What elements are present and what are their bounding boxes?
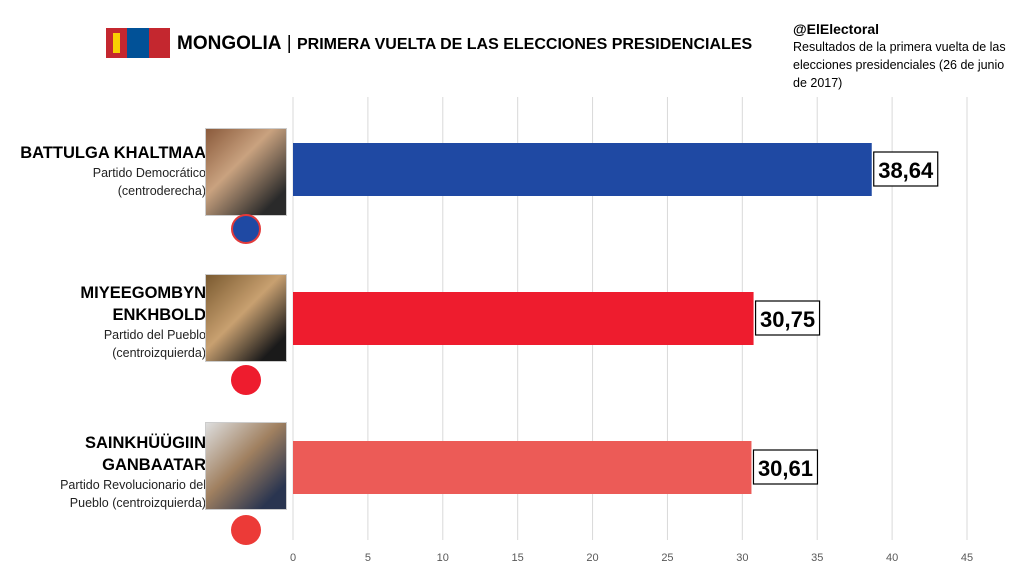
democratic-party-logo-icon xyxy=(231,214,261,244)
tick-label: 35 xyxy=(811,552,823,564)
tick-label: 5 xyxy=(365,552,371,564)
candidate-photo xyxy=(205,422,287,510)
bar xyxy=(293,143,872,196)
page-title: MONGOLIA | PRIMERA VUELTA DE LAS ELECCIO… xyxy=(177,33,752,55)
tick-label: 10 xyxy=(437,552,449,564)
data-label-box xyxy=(754,300,821,336)
candidate-party: Partido Revolucionario del xyxy=(60,478,206,492)
data-label: 30,61 xyxy=(758,456,813,481)
source-description: Resultados de la primera vuelta de las e… xyxy=(793,40,1006,90)
tick-label: 40 xyxy=(886,552,898,564)
candidate-name: SAINKHÜÜGIIN GANBAATAR xyxy=(84,434,206,474)
soyombo-icon xyxy=(113,33,120,53)
peoples-party-logo-icon xyxy=(231,365,261,395)
revolutionary-party-logo-icon xyxy=(231,515,261,545)
tick-label: 25 xyxy=(661,552,673,564)
candidate-2: MIYEEGOMBYN ENKHBOLD Partido del Pueblo … xyxy=(0,282,206,362)
data-label: 30,75 xyxy=(760,307,815,332)
candidate-ideology: Pueblo (centroizquierda) xyxy=(69,496,206,510)
tick-label: 20 xyxy=(586,552,598,564)
candidate-photo xyxy=(205,274,287,362)
bar xyxy=(293,292,754,345)
title-country: MONGOLIA xyxy=(177,33,282,54)
tick-label: 15 xyxy=(512,552,524,564)
candidate-3: SAINKHÜÜGIIN GANBAATAR Partido Revolucio… xyxy=(0,432,206,512)
candidate-ideology: (centroderecha) xyxy=(117,184,206,198)
data-label-box xyxy=(873,151,939,187)
data-label-box xyxy=(752,449,819,485)
candidate-party: Partido Democrático xyxy=(92,166,206,180)
tick-label: 45 xyxy=(961,552,973,564)
title-subtitle: PRIMERA VUELTA DE LAS ELECCIONES PRESIDE… xyxy=(297,36,753,53)
source-handle: @ElElectoral xyxy=(793,21,880,37)
candidate-name: MIYEEGOMBYN ENKHBOLD xyxy=(80,284,206,324)
candidate-party: Partido del Pueblo xyxy=(103,328,206,342)
bar xyxy=(293,441,752,494)
candidate-1: BATTULGA KHALTMAA Partido Democrático (c… xyxy=(0,142,206,200)
candidate-name: BATTULGA KHALTMAA xyxy=(20,144,206,162)
tick-label: 0 xyxy=(290,552,296,564)
tick-label: 30 xyxy=(736,552,748,564)
data-label: 38,64 xyxy=(878,158,934,183)
candidate-ideology: (centroizquierda) xyxy=(112,346,206,360)
mongolia-flag xyxy=(106,28,170,58)
source-note: @ElElectoral Resultados de la primera vu… xyxy=(793,20,1018,92)
title-separator: | xyxy=(286,33,292,54)
